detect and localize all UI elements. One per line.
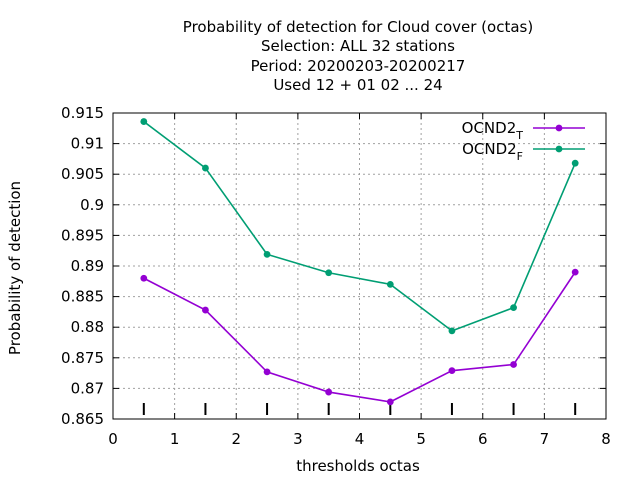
series-layer: [140, 118, 579, 406]
series-line: [143, 271, 576, 403]
x-tick-label: 4: [355, 430, 365, 448]
data-point: [386, 280, 394, 288]
data-point: [571, 268, 579, 276]
y-tick-label: 0.87: [71, 379, 104, 397]
data-point: [325, 269, 333, 277]
y-tick-label: 0.89: [71, 257, 104, 275]
title-line-4: Used 12 + 01 02 ... 24: [273, 76, 442, 94]
title-line-1: Probability of detection for Cloud cover…: [183, 18, 533, 36]
data-point: [510, 361, 517, 368]
y-tick-label: 0.9: [80, 196, 104, 214]
legend-label: OCND2T: [462, 119, 524, 142]
data-point: [386, 398, 394, 406]
data-point: [263, 250, 271, 258]
y-axis-label: Probability of detection: [6, 181, 24, 355]
series-ocnd2-t: [140, 268, 579, 406]
title-line-2: Selection: ALL 32 stations: [261, 37, 455, 55]
y-tick-label: 0.905: [61, 165, 104, 183]
y-tick-label: 0.915: [61, 104, 104, 122]
data-point: [202, 164, 209, 172]
legend-label-subscript: F: [517, 150, 523, 163]
data-point: [202, 306, 209, 314]
grid-lines: [113, 113, 606, 419]
x-tick-label: 5: [416, 430, 426, 448]
data-point: [140, 274, 148, 282]
legend-label-subscript: T: [515, 129, 523, 142]
x-tick-label: 0: [108, 430, 118, 448]
x-axis-label: thresholds octas: [296, 457, 420, 475]
legend-marker: [555, 145, 563, 153]
x-tick-label: 1: [170, 430, 180, 448]
legend-label-main: OCND2: [462, 140, 517, 158]
y-axis-ticks: 0.865 0.87 0.875 0.88 0.885 0.89 0.895 0.9 0.905…: [61, 104, 606, 428]
legend-label-main: OCND2: [462, 119, 517, 137]
y-tick-label: 0.875: [61, 349, 104, 367]
title-line-3: Period: 20200203-20200217: [251, 57, 466, 75]
data-point: [448, 367, 456, 375]
x-tick-label: 3: [293, 430, 303, 448]
legend-marker: [555, 124, 563, 132]
series-ocnd2-f: [140, 118, 579, 335]
y-tick-label: 0.895: [61, 226, 104, 244]
legend-item: OCND2F: [462, 140, 585, 163]
y-tick-label: 0.91: [71, 135, 104, 153]
y-tick-label: 0.88: [71, 318, 104, 336]
x-tick-label: 6: [478, 430, 488, 448]
x-axis-ticks: 0 1 2 3 4 5 6 7 8: [108, 113, 611, 448]
sample-markers: [142, 403, 577, 415]
data-point: [325, 388, 333, 396]
data-point: [448, 327, 456, 335]
y-tick-label: 0.865: [61, 410, 104, 428]
y-tick-label: 0.885: [61, 288, 104, 306]
data-point: [263, 368, 271, 376]
x-tick-label: 2: [231, 430, 241, 448]
x-tick-label: 7: [540, 430, 550, 448]
chart-title: Probability of detection for Cloud cover…: [183, 18, 533, 94]
data-point: [510, 304, 517, 312]
x-tick-label: 8: [601, 430, 611, 448]
data-point: [571, 159, 579, 167]
series-line: [143, 120, 576, 332]
data-point: [140, 118, 148, 125]
legend-item: OCND2T: [462, 119, 585, 142]
legend-label: OCND2F: [462, 140, 523, 163]
